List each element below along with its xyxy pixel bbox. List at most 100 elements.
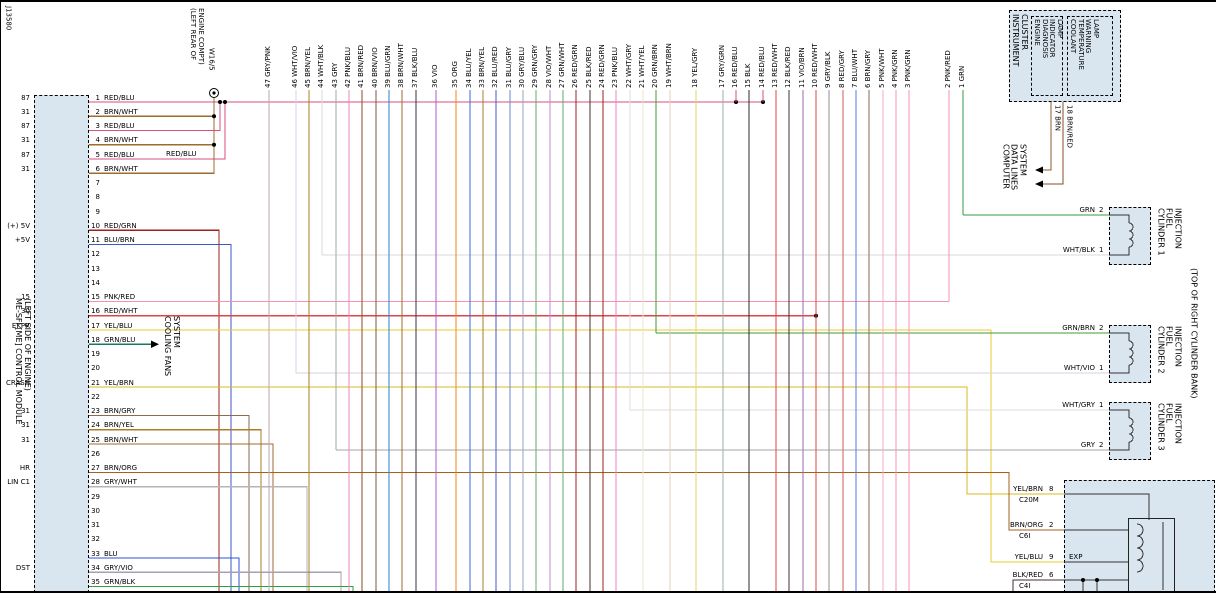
cyl3-coil (1109, 409, 1134, 451)
cluster-pin-label-18: 18 BRN/RED (1065, 105, 1074, 148)
top-wire-label-47: 47 GRY/PNK (264, 46, 273, 88)
top-wire-label-30: 30 GRY/BLU (518, 47, 527, 88)
ground-id-label: W16/5 (207, 48, 216, 71)
wire-cluster-pin17 (1043, 102, 1052, 171)
top-wire-label-27: 27 GRN/WHT (558, 42, 567, 88)
module-pin-number: 4 (95, 136, 100, 145)
engine-diagnosis-lamp-label-line: INDICATOR (1048, 19, 1057, 58)
top-wire-label-11: 11 VIO/BRN (798, 47, 807, 88)
top-wire-label-39-line: 39 BLU/GRN (384, 45, 392, 89)
top-wire-label-10: 10 RED/WHT (811, 43, 820, 88)
module-pin-wire-label: BRN/YEL (104, 421, 134, 430)
module-pin-terminal-label: 30 (21, 307, 30, 316)
top-wire-label-13-line: 13 RED/WHT (771, 43, 779, 88)
top-wire-label-36: 36 VIO (431, 64, 440, 89)
computer-data-lines-label: COMPUTER DATA LINES SYSTEM (1001, 144, 1028, 190)
top-wire-label-15: 15 BLK (744, 63, 753, 88)
top-wire-label-27-line: 27 GRN/WHT (558, 42, 566, 88)
engine-diagnosis-lamp-label: ENGINE DIAGNOSIS INDICATOR LAMP (1033, 19, 1065, 58)
wire-pin17-yel-blu (89, 329, 1064, 563)
module-pin-number: 17 (91, 321, 100, 330)
top-wire-label-1: 1 GRN (958, 65, 967, 88)
top-wire-label-33-line: 33 BRN/YEL (478, 47, 486, 88)
top-wire-label-2-line: 2 PNK/RED (944, 50, 952, 88)
top-wire-label-44: 44 WHT/BLK (317, 44, 326, 88)
top-wire-label-31-line: 31 BLU/GRY (505, 46, 513, 88)
injector-pin-wire-label: WHT/BLK (1062, 246, 1095, 254)
cylinder-3-name-label-line: INJECTION (1173, 403, 1183, 444)
bank-note-label: (TOP OF RIGHT CYLINDER BANK) (1189, 268, 1199, 398)
cylinder-3-name-label-line: FUEL (1165, 403, 1174, 423)
module-pin-number: 20 (91, 364, 100, 373)
top-wire-label-40: 40 BRN/VIO (371, 47, 380, 88)
bottom-pin-wire-label: YEL/BLU (1014, 553, 1043, 561)
engine-diagnosis-lamp-label-line: ENGINE (1033, 19, 1042, 46)
module-pin-number: 13 (91, 264, 100, 273)
top-wire-label-34-line: 34 BLU/YEL (465, 48, 473, 88)
module-pin-number: 15 (91, 293, 100, 301)
cluster-pin-label-17-line: 17 BRN (1053, 105, 1062, 132)
module-pin-terminal-label: DST (15, 563, 30, 572)
top-wire-label-22: 22 WHT/GRY (625, 44, 634, 88)
top-wire-label-47-line: 47 GRY/PNK (264, 46, 272, 88)
wire-pin34-gry-vio (89, 571, 342, 591)
bottom-pin-number: 2 (1049, 521, 1054, 529)
connector-id-label: C6I (1019, 532, 1031, 540)
module-pin-number: 19 (91, 350, 100, 358)
module-pin-number: 2 (95, 107, 100, 116)
module-pin-number: 24 (91, 421, 100, 430)
module-pin-terminal-label: (+) 5V (7, 221, 30, 230)
module-pin-wire-label: BRN/WHT (104, 107, 138, 116)
top-wire-label-19-line: 19 WHT/BRN (665, 43, 673, 88)
top-wire-label-19: 19 WHT/BRN (665, 43, 674, 88)
top-wire-label-24: 24 RED/GRN (598, 44, 607, 88)
module-pin-wire-label: RED/BLU (104, 150, 135, 159)
top-wire-label-15-line: 15 BLK (744, 63, 752, 88)
injector-pin-wire-label: WHT/GRY (1062, 401, 1095, 409)
coolant-temp-lamp-label-line: COOLANT (1069, 19, 1078, 54)
top-wire-label-33: 33 BRN/YEL (478, 47, 487, 88)
top-wire-label-5-line: 5 PNK/WHT (878, 48, 886, 88)
exp-label: EXP (1069, 553, 1083, 561)
module-pin-number: 34 (91, 563, 100, 572)
module-name-label: ME-SFI [ME] CONTROL MODULE (LEFT SIDE OF … (14, 298, 33, 425)
top-wire-label-4-line: 4 PNK/GRN (891, 49, 899, 88)
wire-pin6-brn-wht (89, 98, 215, 174)
injector-pin-wire-label: GRN (1079, 206, 1095, 214)
top-wire-label-9-line: 9 GRY/BLK (824, 51, 832, 88)
top-wire-label-1-line: 1 GRN (958, 65, 966, 88)
module-pin-wire-label: BRN/ORG (104, 464, 138, 472)
junction-dot (212, 114, 216, 119)
top-wire-label-12-line: 12 BLK/RED (784, 46, 792, 88)
cluster-pin-label-17: 17 BRN (1053, 105, 1062, 132)
connector-id-label: C20M (1019, 496, 1039, 504)
wire-pin11-blu-brn (89, 243, 232, 591)
cylinder-2-name-label-line: FUEL (1165, 326, 1174, 346)
top-wire-label-7-line: 7 BLU/WHT (851, 49, 859, 88)
module-pin-number: 1 (95, 93, 100, 102)
doc-id-label: J13580 (4, 6, 13, 30)
module-pin-number: 27 (91, 464, 100, 472)
top-wire-label-17-line: 17 GRY/GRN (718, 44, 726, 88)
red-blu-inline-label: RED/BLU (166, 150, 197, 158)
top-wire-label-21-line: 21 WHT/YEL (638, 45, 646, 88)
injector-pin-number: 1 (1099, 246, 1104, 254)
module-pin-terminal-label: 87 (21, 150, 30, 159)
wire-pin33-blu (89, 557, 240, 591)
instrument-cluster-label-line: INSTRUMENT (1011, 14, 1021, 67)
top-wire-label-44-line: 44 WHT/BLK (317, 44, 325, 88)
module-pin-number: 6 (95, 164, 100, 173)
connector-id-label: C4I (1019, 582, 1031, 590)
top-wire-label-24-line: 24 RED/GRN (598, 44, 606, 88)
module-pin-number: 29 (91, 492, 100, 501)
wire-pin24-brn-yel (89, 429, 262, 591)
top-wire-label-28: 28 VIO/WHT (545, 46, 554, 88)
module-pin-number: 14 (91, 278, 100, 287)
top-wire-label-37-line: 37 BLK/BLU (411, 47, 419, 88)
module-pin-number: 11 (91, 236, 100, 244)
junction-dot (212, 142, 216, 147)
bottom-pin-wire-label: BRN/ORG (1009, 521, 1043, 529)
top-wire-label-36-line: 36 VIO (431, 64, 439, 89)
me-sfi-module-box (34, 95, 89, 591)
top-wire-label-38-line: 38 BRN/WHT (397, 43, 405, 88)
